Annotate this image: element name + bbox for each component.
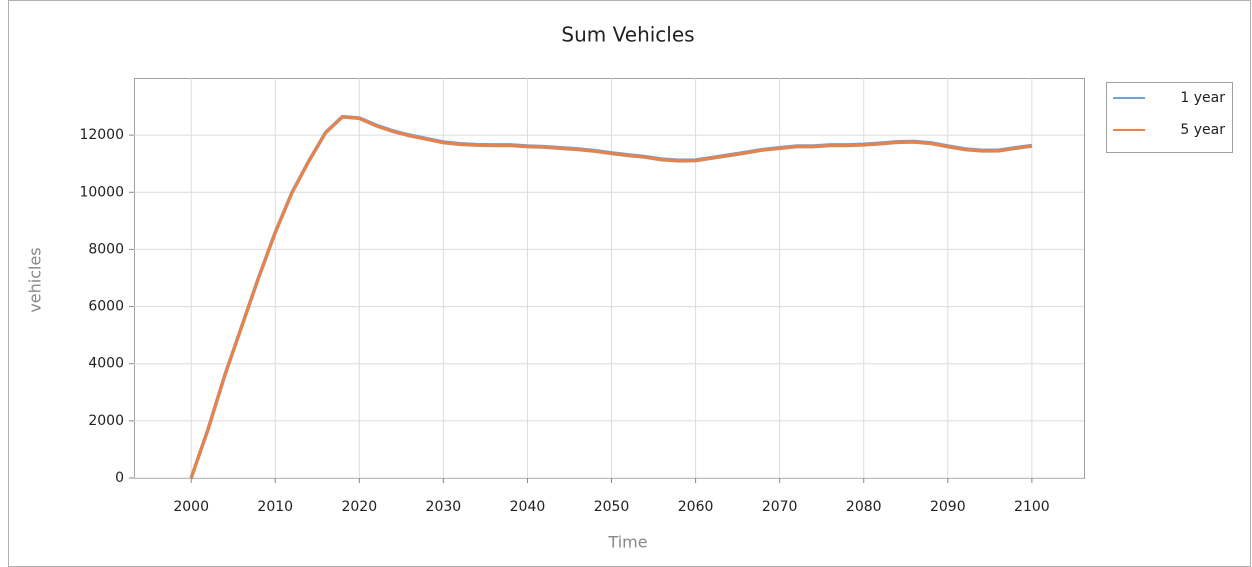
legend — [1106, 82, 1233, 153]
x-tick-label: 2020 — [341, 499, 377, 515]
x-tick-label: 2100 — [1014, 499, 1050, 515]
x-tick-label: 2000 — [173, 499, 209, 515]
chart-title: Sum Vehicles — [561, 23, 694, 47]
x-tick-label: 2040 — [510, 499, 546, 515]
x-tick-label: 2050 — [594, 499, 630, 515]
y-tick-label: 12000 — [79, 127, 124, 143]
x-axis-label: Time — [607, 533, 647, 552]
y-tick-label: 0 — [115, 470, 124, 486]
legend-label: 5 year — [1180, 122, 1225, 138]
y-tick-label: 10000 — [79, 184, 124, 200]
x-tick-label: 2070 — [762, 499, 798, 515]
x-tick-label: 2060 — [678, 499, 714, 515]
x-tick-label: 2090 — [930, 499, 966, 515]
x-tick-label: 2030 — [426, 499, 462, 515]
y-tick-label: 6000 — [88, 299, 124, 315]
series-line — [189, 115, 1033, 479]
y-tick-label: 4000 — [88, 356, 124, 372]
legend-label: 1 year — [1180, 90, 1225, 106]
y-tick-label: 2000 — [88, 413, 124, 429]
x-tick-label: 2010 — [257, 499, 293, 515]
y-tick-label: 8000 — [88, 241, 124, 257]
x-tick-label: 2080 — [846, 499, 882, 515]
y-axis-label: vehicles — [26, 247, 45, 312]
frame — [8, 0, 1251, 567]
